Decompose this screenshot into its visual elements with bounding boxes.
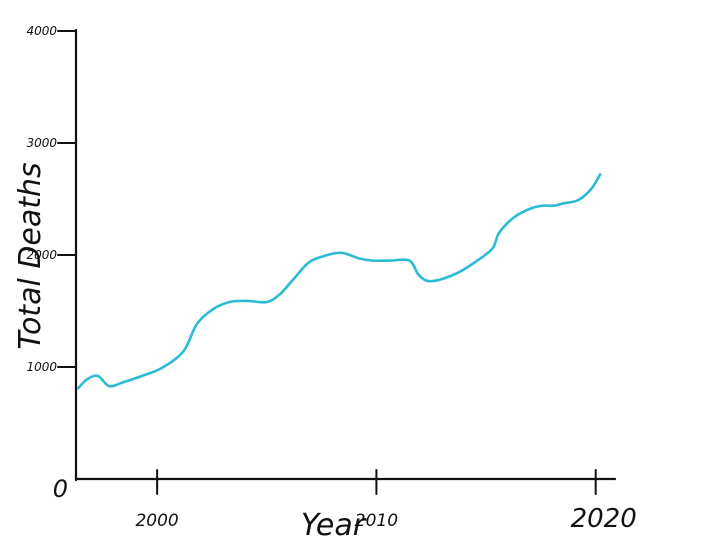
- y-tick-label: 2000: [26, 248, 57, 262]
- data-point: [77, 387, 79, 389]
- data-point: [141, 375, 143, 377]
- data-point: [439, 279, 441, 281]
- y-tick-label: 3000: [26, 136, 57, 150]
- data-point: [459, 271, 461, 273]
- data-point: [492, 247, 494, 249]
- data-point: [340, 252, 342, 254]
- data-point: [371, 260, 373, 262]
- data-point: [228, 301, 231, 303]
- data-point: [266, 301, 268, 303]
- x-ticks: 2000 2010 2020: [135, 469, 637, 534]
- data-point: [542, 205, 544, 207]
- data-point: [417, 273, 419, 275]
- x-tick-label: 2020: [571, 504, 637, 534]
- x-axis-title: Year: [301, 508, 367, 543]
- y-axis-title: Total Deaths: [13, 162, 48, 349]
- data-point: [323, 255, 325, 257]
- data-point: [531, 207, 533, 209]
- data-point: [86, 378, 88, 380]
- data-point: [599, 173, 601, 175]
- data-point: [577, 199, 579, 201]
- data-point: [121, 382, 123, 384]
- data-point: [426, 280, 428, 282]
- series-line: [76, 173, 602, 390]
- y-tick-label: 1000: [26, 360, 57, 374]
- data-point: [389, 260, 391, 262]
- data-point: [553, 205, 555, 207]
- series-layer: [76, 173, 602, 390]
- data-point: [160, 367, 163, 369]
- data-point: [196, 323, 198, 325]
- data-point: [307, 262, 309, 264]
- data-point: [476, 260, 478, 262]
- data-point: [97, 375, 99, 377]
- data-point: [590, 188, 592, 190]
- y-ticks: 0 1000 2000 3000 4000: [26, 24, 77, 503]
- data-point: [498, 232, 500, 234]
- data-point: [279, 293, 281, 295]
- data-point: [514, 216, 516, 218]
- data-point: [408, 260, 410, 262]
- data-point: [292, 279, 294, 281]
- data-point: [358, 257, 360, 259]
- data-point: [562, 202, 564, 205]
- data-point: [182, 350, 184, 352]
- y-tick-label: 0: [53, 475, 68, 503]
- data-point: [108, 385, 110, 387]
- x-tick-label: 2000: [135, 511, 178, 531]
- data-point: [246, 300, 248, 302]
- data-point: [211, 309, 213, 311]
- y-tick-label: 4000: [26, 24, 57, 38]
- x-tick-label: 2010: [355, 511, 398, 531]
